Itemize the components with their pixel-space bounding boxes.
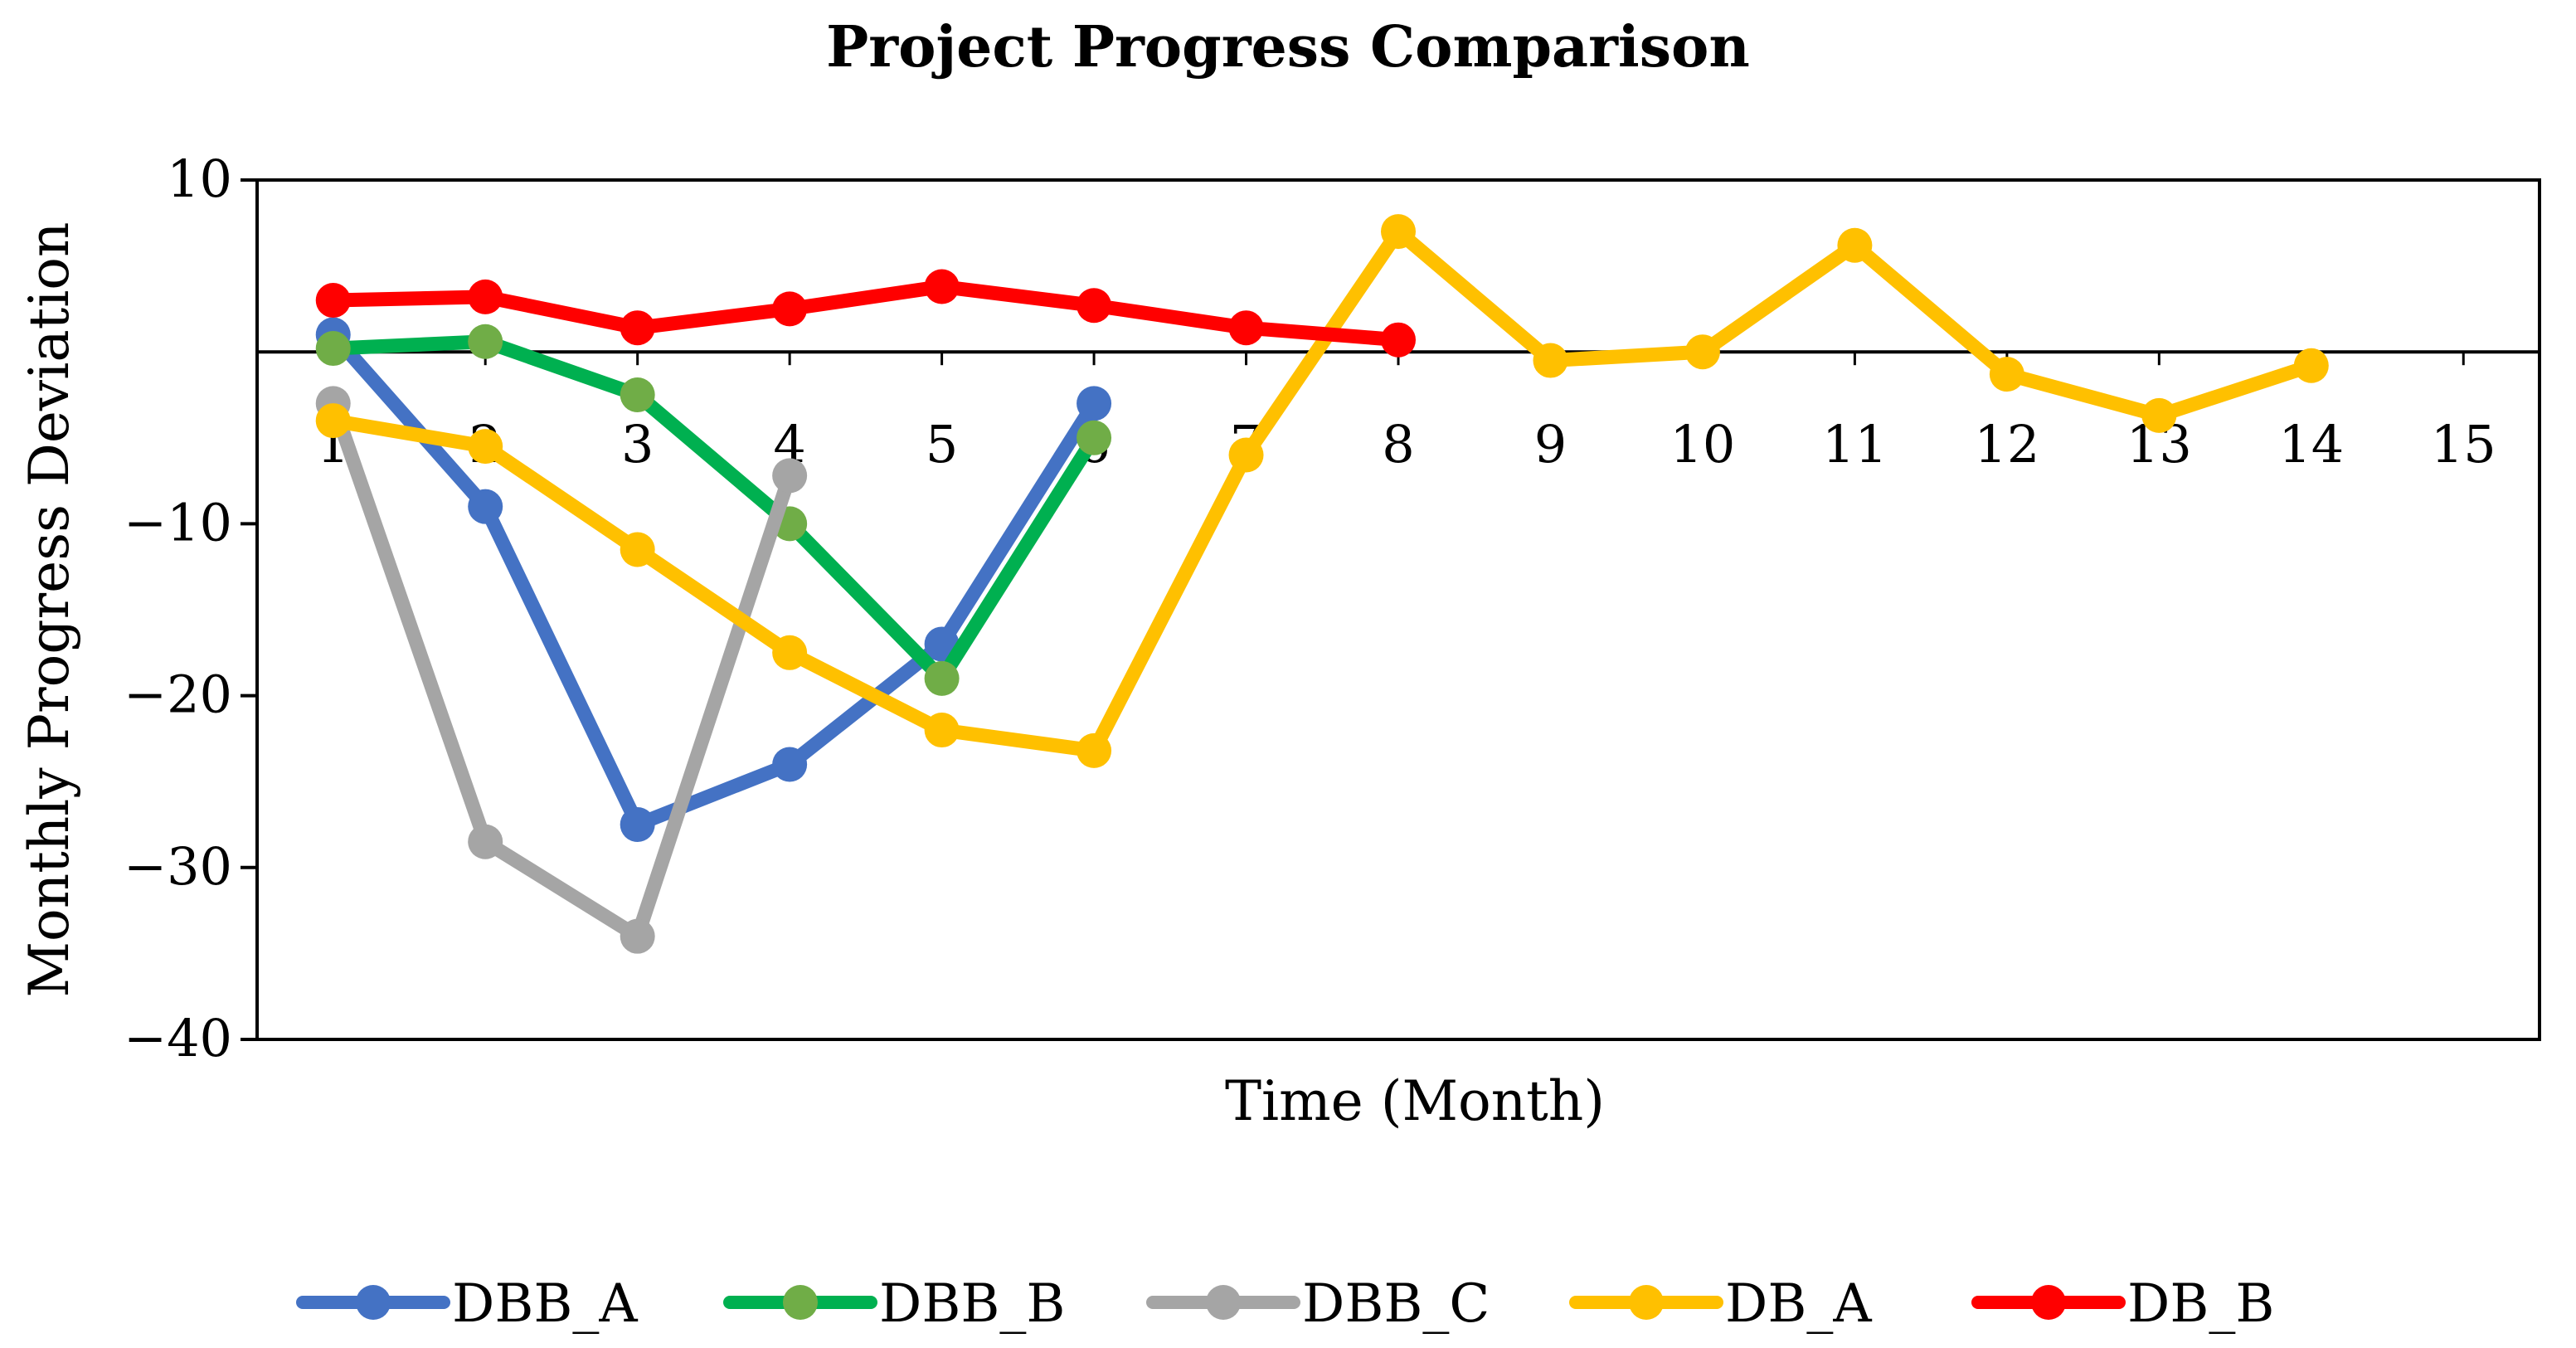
series-line-dbb-a <box>326 327 1101 832</box>
data-point-dbb-a <box>1077 386 1112 421</box>
data-point-dbb-a <box>468 489 503 524</box>
legend-label: DBB_B <box>879 1273 1065 1335</box>
x-tick-label: 10 <box>1670 414 1735 474</box>
series-layer <box>315 214 2329 954</box>
plot-area <box>255 178 2541 1041</box>
data-point-dbb-a <box>772 747 808 782</box>
legend-swatch-marker <box>2031 1285 2066 1320</box>
y-tick-label: −40 <box>124 1008 232 1068</box>
data-point-db-a <box>772 635 808 670</box>
data-point-dbb-a <box>620 807 655 842</box>
legend-item-dbb-b: DBB_B <box>723 1273 1065 1335</box>
legend-swatch-marker <box>356 1285 391 1320</box>
data-point-db-b <box>1077 288 1112 324</box>
data-point-dbb-c <box>772 458 808 494</box>
data-point-db-a <box>924 713 960 748</box>
data-point-dbb-b <box>620 377 655 412</box>
y-tick-label: −20 <box>124 664 232 725</box>
data-point-db-b <box>1228 310 1264 346</box>
y-ticks: 10 −10 −20 −30 −40 <box>124 148 257 1068</box>
series-dbb-b <box>315 324 1112 696</box>
legend-label: DB_B <box>2127 1273 2274 1335</box>
legend-swatch-marker <box>1629 1285 1664 1320</box>
legend-swatch-marker <box>783 1285 818 1320</box>
series-line-db-a <box>326 224 2319 758</box>
x-tick-label: 14 <box>2278 414 2344 474</box>
data-point-db-a <box>1684 334 1720 370</box>
data-point-db-b <box>1381 322 1416 358</box>
chart-title: Project Progress Comparison <box>826 14 1750 80</box>
data-point-db-a <box>620 532 655 567</box>
legend: DBB_A DBB_B DBB_C DB_A DB_B <box>296 1273 2274 1335</box>
data-point-dbb-c <box>620 918 655 954</box>
legend-label: DBB_A <box>452 1273 638 1335</box>
legend-item-db-b: DB_B <box>1971 1273 2274 1335</box>
series-line-dbb-c <box>326 396 797 944</box>
legend-item-db-a: DB_A <box>1569 1273 1872 1335</box>
data-point-db-a <box>468 429 503 465</box>
y-tick-label: −30 <box>124 836 232 897</box>
data-point-db-a <box>1077 732 1112 768</box>
x-tick-label: 8 <box>1382 414 1414 474</box>
legend-item-dbb-a: DBB_A <box>296 1273 638 1335</box>
data-point-db-b <box>924 269 960 304</box>
x-tick-label: 15 <box>2431 414 2496 474</box>
data-point-db-a <box>1228 437 1264 473</box>
data-point-db-a <box>315 403 351 439</box>
legend-label: DBB_C <box>1302 1273 1490 1335</box>
data-point-dbb-b <box>315 331 351 367</box>
series-line-dbb-b <box>326 334 1101 686</box>
data-point-dbb-b <box>924 660 960 696</box>
legend-label: DB_A <box>1725 1273 1872 1335</box>
data-point-dbb-b <box>468 324 503 359</box>
series-dbb-a <box>315 317 1112 842</box>
data-point-dbb-c <box>468 824 503 859</box>
data-point-db-b <box>772 291 808 327</box>
data-point-dbb-b <box>1077 420 1112 455</box>
legend-swatch-marker <box>1206 1285 1241 1320</box>
data-point-db-a <box>1837 227 1873 263</box>
x-tick-label: 5 <box>926 414 958 474</box>
x-tick-label: 11 <box>1822 414 1888 474</box>
series-line-db-b <box>326 279 1406 348</box>
data-point-db-b <box>315 283 351 319</box>
data-point-db-a <box>1381 214 1416 250</box>
y-axis-label: Monthly Progress Deviation <box>17 221 81 997</box>
series-db-a <box>315 214 2329 768</box>
y-tick-label: −10 <box>124 492 232 552</box>
series-db-b <box>315 269 1416 358</box>
x-tick-label: 9 <box>1534 414 1567 474</box>
x-tick-label: 3 <box>621 414 654 474</box>
data-point-db-a <box>1989 357 2024 392</box>
data-point-db-a <box>2293 348 2329 383</box>
x-axis-label: Time (Month) <box>1225 1069 1605 1133</box>
data-point-db-a <box>2141 397 2177 433</box>
x-tick-label: 12 <box>1974 414 2039 474</box>
data-point-db-b <box>620 310 655 346</box>
data-point-db-a <box>1533 343 1568 378</box>
legend-item-dbb-c: DBB_C <box>1146 1273 1490 1335</box>
y-tick-label: 10 <box>167 148 232 209</box>
data-point-db-b <box>468 279 503 314</box>
